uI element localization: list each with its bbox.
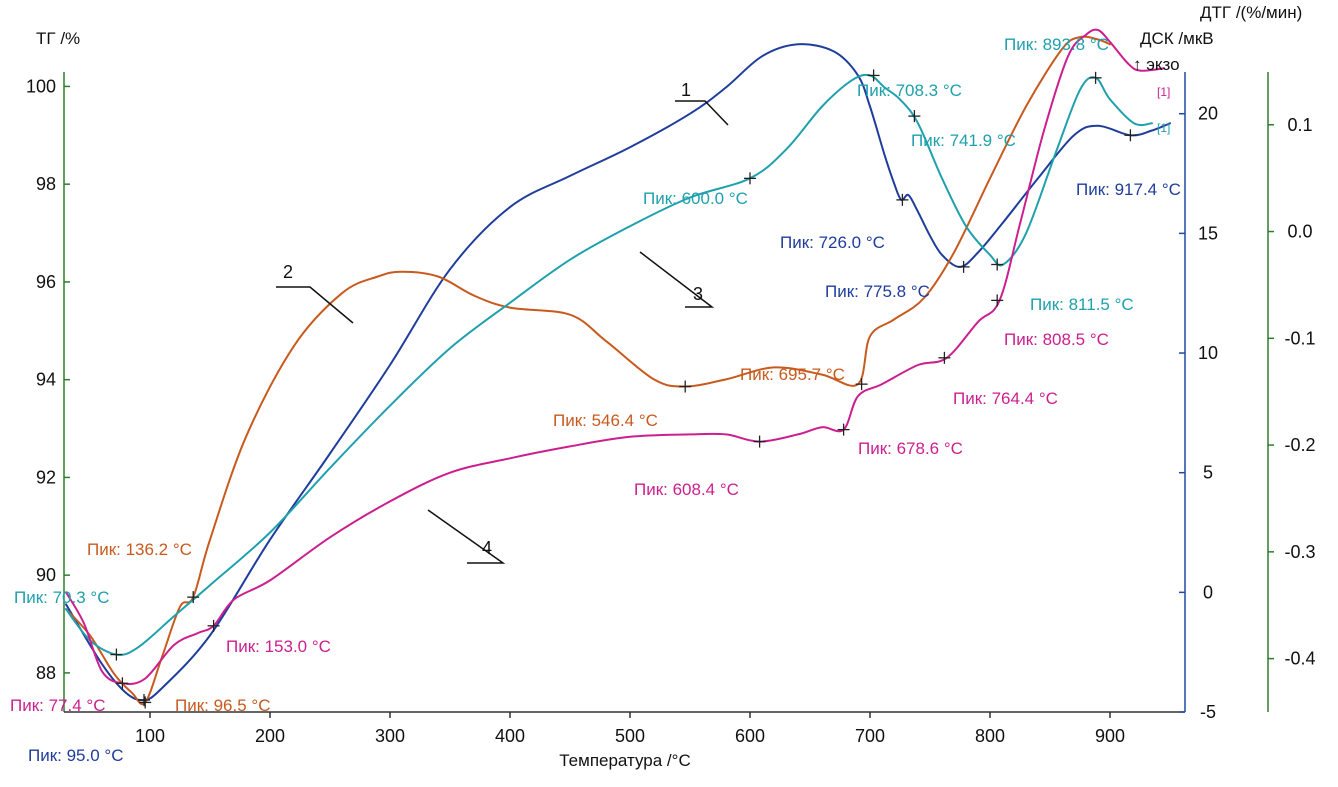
curve-number-label: 3 <box>693 284 703 304</box>
x-tick-label: 300 <box>375 726 405 746</box>
peak-annotation: Пик: 764.4 °C <box>953 389 1058 408</box>
tg-tick-label: 94 <box>36 370 56 390</box>
peak-annotation: Пик: 136.2 °C <box>87 540 192 559</box>
dsc-tick-label: 10 <box>1198 343 1218 363</box>
dtg-tick-label: 0.0 <box>1287 222 1312 242</box>
peak-annotation: Пик: 95.0 °C <box>28 746 123 765</box>
peak-annotation: Пик: 70.3 °C <box>14 588 109 607</box>
dtg-tick-label: -0.1 <box>1284 328 1315 348</box>
x-tick-label: 200 <box>255 726 285 746</box>
peak-annotation: Пик: 153.0 °C <box>226 637 331 656</box>
peak-annotation: Пик: 600.0 °C <box>643 189 748 208</box>
dsc-tick-label: -5 <box>1200 702 1216 722</box>
series-1-line <box>65 43 1171 702</box>
tg-tick-label: 100 <box>26 76 56 96</box>
curve-leader-line <box>427 509 506 564</box>
peak-annotation: Пик: 726.0 °C <box>780 233 885 252</box>
peak-annotation: Пик: 96.5 °C <box>175 696 270 715</box>
tg-tick-label: 92 <box>36 467 56 487</box>
curve-number-label: 2 <box>283 262 293 282</box>
x-tick-label: 400 <box>495 726 525 746</box>
tg-axis-title: ТГ /% <box>36 29 80 48</box>
tg-tick-label: 88 <box>36 663 56 683</box>
dtg-tick-label: -0.4 <box>1284 649 1315 669</box>
peak-annotation: Пик: 775.8 °C <box>825 282 930 301</box>
peak-annotation: Пик: 741.9 °C <box>911 131 1016 150</box>
peak-annotation: Пик: 546.4 °C <box>553 411 658 430</box>
curve-leader-line <box>675 100 729 126</box>
curve-number-label: 4 <box>482 538 492 558</box>
x-tick-label: 600 <box>735 726 765 746</box>
peak-annotation: Пик: 893.8 °C <box>1004 35 1109 54</box>
dsc-exo-direction: ↑ экзо <box>1133 55 1180 74</box>
dtg-tick-label: 0.1 <box>1287 115 1312 135</box>
dtg-tick-label: -0.2 <box>1284 435 1315 455</box>
curve-end-tag: [1] <box>1157 121 1170 135</box>
tg-tick-label: 90 <box>36 565 56 585</box>
dsc-tick-label: 5 <box>1203 463 1213 483</box>
peak-annotation: Пик: 808.5 °C <box>1004 330 1109 349</box>
dsc-axis-title: ДСК /мкВ <box>1140 29 1214 48</box>
x-tick-label: 100 <box>135 726 165 746</box>
tg-tick-label: 96 <box>36 272 56 292</box>
peak-annotation: Пик: 708.3 °C <box>857 81 962 100</box>
curve-leader-line <box>639 251 715 308</box>
dsc-tick-label: 0 <box>1203 582 1213 602</box>
annotation-layer: 1 2 3 4 Пик: 70.3 °C Пик: 77.4 °C Пик: 95.0 °C… <box>10 35 1181 765</box>
dtg-tick-label: -0.3 <box>1284 542 1315 562</box>
dsc-tick-label: 20 <box>1198 104 1218 124</box>
series-4-line <box>65 28 1165 685</box>
peak-annotation: Пик: 678.6 °C <box>858 439 963 458</box>
x-tick-label: 700 <box>855 726 885 746</box>
x-tick-label: 900 <box>1095 726 1125 746</box>
dsc-tick-label: 15 <box>1198 223 1218 243</box>
x-axis-title: Температура /°C <box>559 751 690 770</box>
curve-leader-line <box>276 286 354 324</box>
series-2-line <box>65 35 1111 706</box>
x-tick-label: 500 <box>615 726 645 746</box>
tg-tick-label: 98 <box>36 174 56 194</box>
x-tick-label: 800 <box>975 726 1005 746</box>
peak-annotation: Пик: 77.4 °C <box>10 696 105 715</box>
series-3-line <box>65 73 1153 656</box>
peak-annotation: Пик: 695.7 °C <box>740 365 845 384</box>
curve-number-label: 1 <box>681 80 691 100</box>
dtg-axis-title: ДТГ /(%/мин) <box>1200 3 1302 22</box>
curve-end-tag: [1] <box>1157 85 1170 99</box>
peak-annotation: Пик: 608.4 °C <box>634 480 739 499</box>
peak-annotation: Пик: 811.5 °C <box>1030 295 1134 314</box>
peak-annotation: Пик: 917.4 °C <box>1076 180 1181 199</box>
